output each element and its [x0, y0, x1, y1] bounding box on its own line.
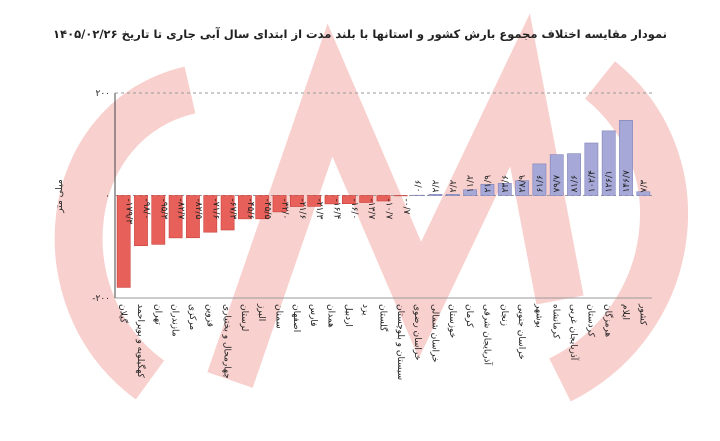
value-label: ۲۳/۶ [501, 175, 511, 193]
x-tick-label: البرز [256, 303, 266, 321]
value-label: -۸۲/۷ [176, 199, 186, 220]
x-tick-label: هرمزگان [603, 304, 615, 337]
bar [428, 194, 443, 196]
x-tick-label: گیلان [118, 304, 130, 324]
x-tick-label: کرمان [464, 304, 474, 328]
value-label: -۱۰/۷ [384, 199, 394, 220]
x-tick-label: خوزستان [447, 304, 457, 338]
bar [341, 195, 356, 204]
value-label: ۶۱/۶ [535, 175, 545, 193]
bar [255, 195, 270, 220]
x-tick-label: قزوین [204, 304, 214, 327]
value-label: -۱۶/۰ [349, 199, 359, 220]
x-tick-label: گلستان [378, 304, 390, 332]
bar [601, 130, 616, 196]
bar [238, 195, 252, 220]
bar [116, 195, 131, 288]
bar [549, 154, 564, 196]
bar [203, 195, 218, 233]
value-label: ۱۰۲/۴ [587, 170, 597, 193]
value-label: -۴۵/۵ [262, 199, 272, 220]
bar [532, 163, 547, 196]
value-label: -۶۷/۳ [228, 199, 238, 220]
x-tick-label: فارس [308, 304, 318, 326]
chart-title: نمودار مقایسه اختلاف مجموع بارش کشور و ا… [53, 27, 667, 42]
value-label: -۹۸/۰ [141, 199, 151, 220]
bar [151, 195, 166, 245]
y-axis-label: میلی متر [55, 179, 65, 214]
value-label: ۷۹/۷ [553, 175, 563, 193]
bar [636, 191, 651, 196]
value-label: ۷/۳ [639, 180, 649, 193]
x-tick-label: سیستان و بلوچستان [395, 304, 405, 380]
x-tick-label: چهارمحال و بختیاری [222, 304, 232, 379]
bar [186, 195, 200, 239]
bar [376, 195, 391, 202]
value-label: -۲۱/۶ [297, 199, 307, 220]
value-label: ۱۴۶/۷ [622, 170, 632, 193]
bar [359, 195, 374, 203]
x-tick-label: بوشهر [533, 303, 543, 328]
bar [220, 195, 235, 231]
value-label: -۱۶/۴ [332, 199, 342, 220]
x-tick-label: یزد [360, 304, 370, 316]
value-label: -۱۳/۷ [366, 199, 376, 220]
value-label: ۸۱/۶ [570, 175, 580, 193]
bar [290, 195, 304, 207]
value-label: -۳۲/۰ [280, 199, 290, 220]
x-tick-label: آذربایجان غربی [568, 304, 580, 361]
value-label: ۲۸/۹ [518, 175, 528, 193]
x-tick-label: ایلام [620, 304, 630, 320]
x-tick-label: همدان [326, 304, 336, 328]
bar [584, 142, 599, 196]
x-tick-label: خراسان رضوی [412, 304, 422, 360]
x-tick-label: اردبیل [343, 304, 353, 327]
value-label: ۱۲۶/۱ [605, 170, 615, 192]
bar [445, 194, 460, 196]
x-tick-label: مازندران [170, 304, 180, 337]
y-tick-label: -۲۰۰ [92, 294, 110, 304]
x-tick-label: آذربایجان شرقی [481, 304, 493, 365]
bar [619, 120, 633, 196]
x-tick-label: کرمانشاه [551, 304, 561, 340]
value-label: -۷۱/۶ [210, 199, 220, 220]
value-label: -۲۱/۳ [314, 199, 324, 220]
y-tick-label: ۲۰۰ [95, 89, 110, 99]
x-tick-label: مرکزی [187, 304, 197, 330]
x-tick-label: خراسان جنوبی [516, 304, 526, 360]
value-label: -۰/۷ [401, 199, 411, 215]
x-tick-label: خراسان شمالی [429, 304, 439, 363]
bar [463, 189, 477, 196]
value-label: -۴۵/۶ [245, 199, 255, 220]
y-tick-label: ۰ [105, 192, 110, 202]
value-label: -۸۲/۵ [193, 199, 203, 220]
bar [168, 195, 183, 239]
bar [134, 195, 148, 247]
value-label: ۲/۲ [431, 180, 441, 193]
value-label: ۰/۶ [414, 180, 424, 193]
value-label: -۹۵/۳ [158, 199, 168, 220]
bar [272, 195, 287, 213]
value-label: ۲۱/۹ [483, 175, 493, 193]
bar [480, 183, 495, 196]
x-tick-label: کردستان [585, 304, 595, 338]
x-tick-label: کهگیلویه و بویراحمد [135, 304, 147, 378]
x-tick-label: زنجان [499, 304, 509, 326]
x-tick-label: تهران [152, 304, 162, 325]
bar [567, 153, 581, 196]
value-label: -۱۷۹/۳ [124, 199, 134, 225]
bar [515, 180, 529, 196]
watermark [54, 13, 689, 402]
bar [324, 195, 339, 205]
bar [497, 183, 512, 196]
x-tick-label: کشور [637, 303, 647, 326]
value-label: ۱۱/۲ [466, 175, 476, 193]
value-label: ۲/۲ [449, 180, 459, 193]
x-tick-label: اصفهان [291, 304, 301, 332]
x-tick-label: سمنان [274, 304, 284, 329]
bar [307, 195, 322, 207]
x-tick-label: لرستان [239, 304, 249, 331]
